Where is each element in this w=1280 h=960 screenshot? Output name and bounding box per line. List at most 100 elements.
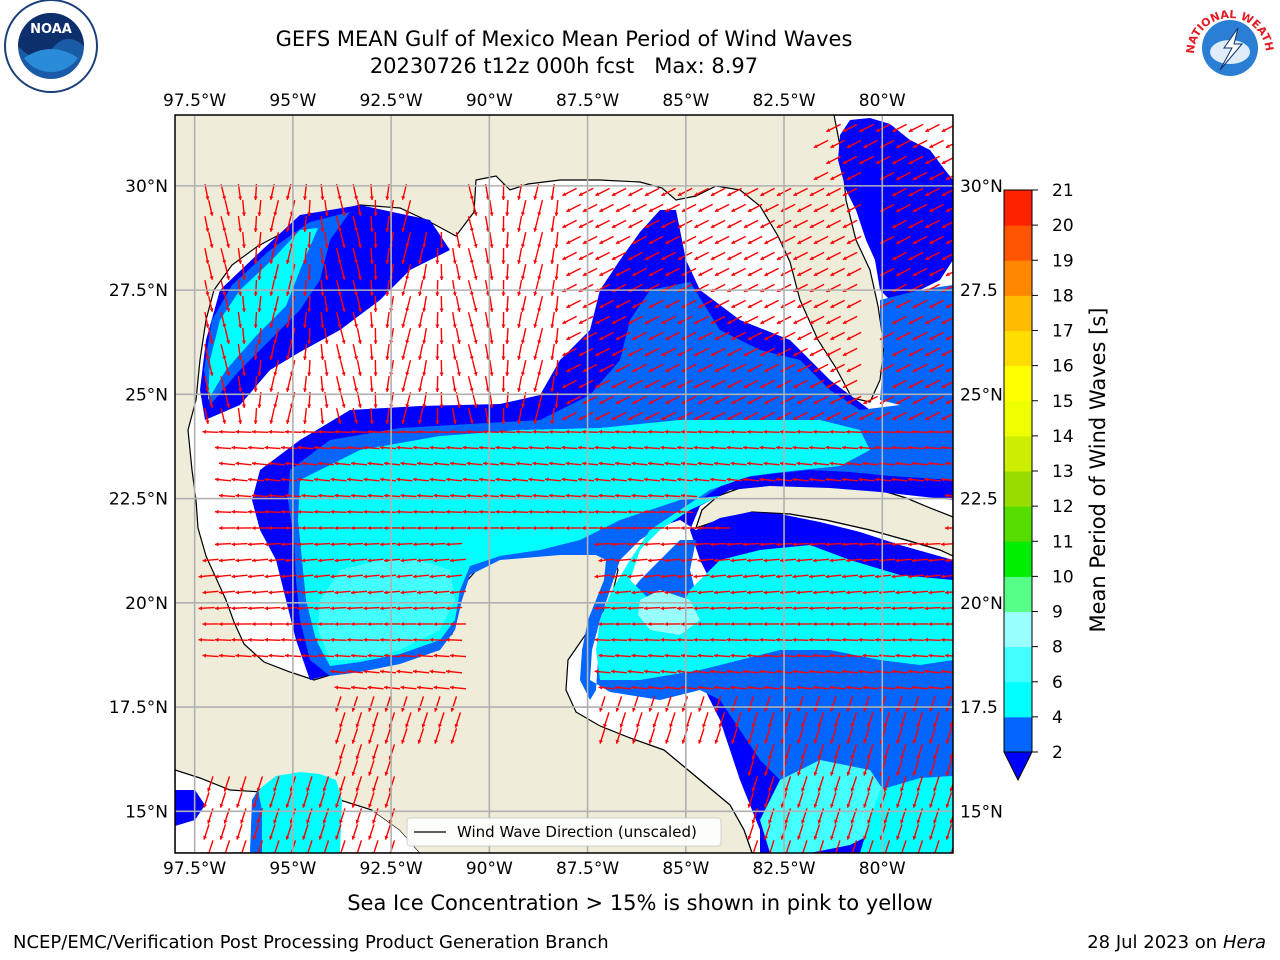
wave-arrow-head	[928, 621, 932, 627]
wave-arrow-head	[301, 558, 306, 563]
wave-arrow-head	[714, 707, 719, 712]
wave-arrow-head	[565, 429, 570, 434]
wave-arrow-head	[285, 835, 290, 840]
wave-arrow-head	[615, 400, 620, 404]
wave-arrow-head	[582, 336, 587, 340]
wave-arrow-head	[433, 621, 437, 627]
wave-arrow-head	[677, 606, 681, 611]
wave-arrow-head	[842, 416, 847, 420]
wave-arrow-head	[566, 208, 571, 212]
wave-arrow-head	[268, 429, 273, 434]
wave-arrow-head	[320, 420, 325, 424]
wave-arrow-head	[793, 224, 798, 228]
wave-arrow-head	[385, 324, 390, 328]
wave-arrow-head	[550, 420, 555, 424]
wave-arrow-head	[435, 420, 440, 424]
wave-arrow-head	[341, 275, 346, 280]
lon-label-top: 97.5°W	[163, 91, 226, 111]
lon-label-bottom: 92.5°W	[360, 859, 423, 879]
wave-arrow-head	[253, 228, 258, 232]
wave-arrow	[257, 840, 264, 853]
colorbar-tick-label: 13	[1052, 462, 1074, 482]
wave-arrow-head	[698, 739, 703, 744]
wave-arrow-head	[413, 669, 417, 674]
wave-arrow-head	[396, 574, 401, 579]
wave-arrow-head	[941, 477, 945, 482]
map-frame	[174, 114, 954, 854]
wave-arrow-head	[505, 404, 510, 408]
wave-arrow-head	[714, 304, 719, 308]
wave-arrow-head	[714, 590, 718, 595]
wave-arrow-head	[677, 669, 681, 674]
wave-arrow-head	[240, 787, 245, 792]
wave-arrow-head	[307, 244, 312, 248]
wave-arrow-head	[694, 384, 699, 388]
wave-arrow-head	[202, 621, 206, 627]
wave-arrow-head	[466, 493, 471, 498]
wave-arrow-head	[681, 525, 685, 531]
wave-arrow-head	[813, 144, 818, 148]
wave-arrow-head	[945, 803, 950, 808]
wave-arrow-head	[714, 461, 718, 466]
wave-arrow-head	[660, 669, 665, 674]
wave-arrow-head	[681, 653, 685, 658]
wave-arrow-head	[550, 292, 555, 296]
colorbar-segment	[1004, 295, 1032, 331]
wave-arrow-head	[248, 477, 252, 482]
wave-arrow-head	[945, 368, 950, 372]
wave-arrow-head	[339, 787, 344, 792]
wave-arrow-head	[550, 228, 555, 232]
wave-arrow-head	[253, 324, 258, 328]
colorbar-segment	[1004, 611, 1032, 648]
wave-arrow-head	[747, 707, 752, 712]
wave-arrow-head	[615, 525, 619, 531]
wave-arrow-head	[908, 192, 913, 196]
wave-arrow-head	[896, 835, 901, 840]
wave-arrow-head	[473, 211, 478, 216]
wave-arrow-head	[694, 416, 699, 420]
wave-arrow-head	[846, 835, 851, 840]
wave-arrow-head	[330, 669, 335, 674]
wave-arrow-head	[928, 653, 933, 658]
wave-arrow-head	[489, 372, 494, 376]
wave-arrow-head	[813, 336, 818, 340]
wave-arrow-head	[859, 416, 864, 420]
wave-arrow-head	[925, 192, 930, 196]
wave-arrow-head	[945, 739, 950, 744]
wave-arrow-head	[499, 429, 504, 434]
wave-arrow-head	[483, 461, 487, 466]
wave-arrow-head	[710, 477, 714, 482]
wave-arrow-head	[334, 525, 338, 531]
wave-arrow-head	[764, 304, 769, 308]
wave-arrow-head	[439, 244, 444, 248]
wave-arrow-head	[809, 477, 813, 482]
wave-arrow-head	[842, 477, 846, 482]
wave-arrow-head	[945, 771, 950, 776]
wave-arrow-head	[417, 590, 421, 595]
wave-arrow-head	[648, 400, 653, 404]
wave-arrow-head	[433, 493, 438, 498]
wave-arrow-head	[912, 272, 917, 276]
wave-arrow-head	[252, 493, 256, 498]
wave-arrow-head	[330, 445, 335, 450]
wave-arrow-head	[517, 388, 522, 392]
wave-arrow-head	[595, 384, 600, 388]
wave-arrow-head	[599, 336, 604, 340]
wave-arrow-head	[281, 637, 285, 642]
wave-arrow-head	[949, 723, 953, 728]
wave-arrow-head	[908, 637, 912, 642]
wave-arrow-head	[912, 707, 917, 712]
wave-arrow-head	[269, 292, 274, 296]
wave-arrow-head	[351, 771, 356, 776]
wave-arrow-head	[554, 276, 559, 280]
wave-arrow-head	[842, 384, 847, 388]
wave-arrow-head	[929, 336, 934, 340]
wave-arrow-head	[698, 400, 703, 404]
wave-arrow-head	[941, 574, 945, 579]
wave-arrow-head	[219, 525, 223, 531]
lat-label-right: 22.5	[960, 490, 998, 510]
wave-arrow-head	[372, 787, 377, 792]
wave-arrow-head	[252, 803, 257, 808]
wave-arrow-head	[743, 320, 748, 324]
wave-arrow-head	[648, 493, 652, 498]
